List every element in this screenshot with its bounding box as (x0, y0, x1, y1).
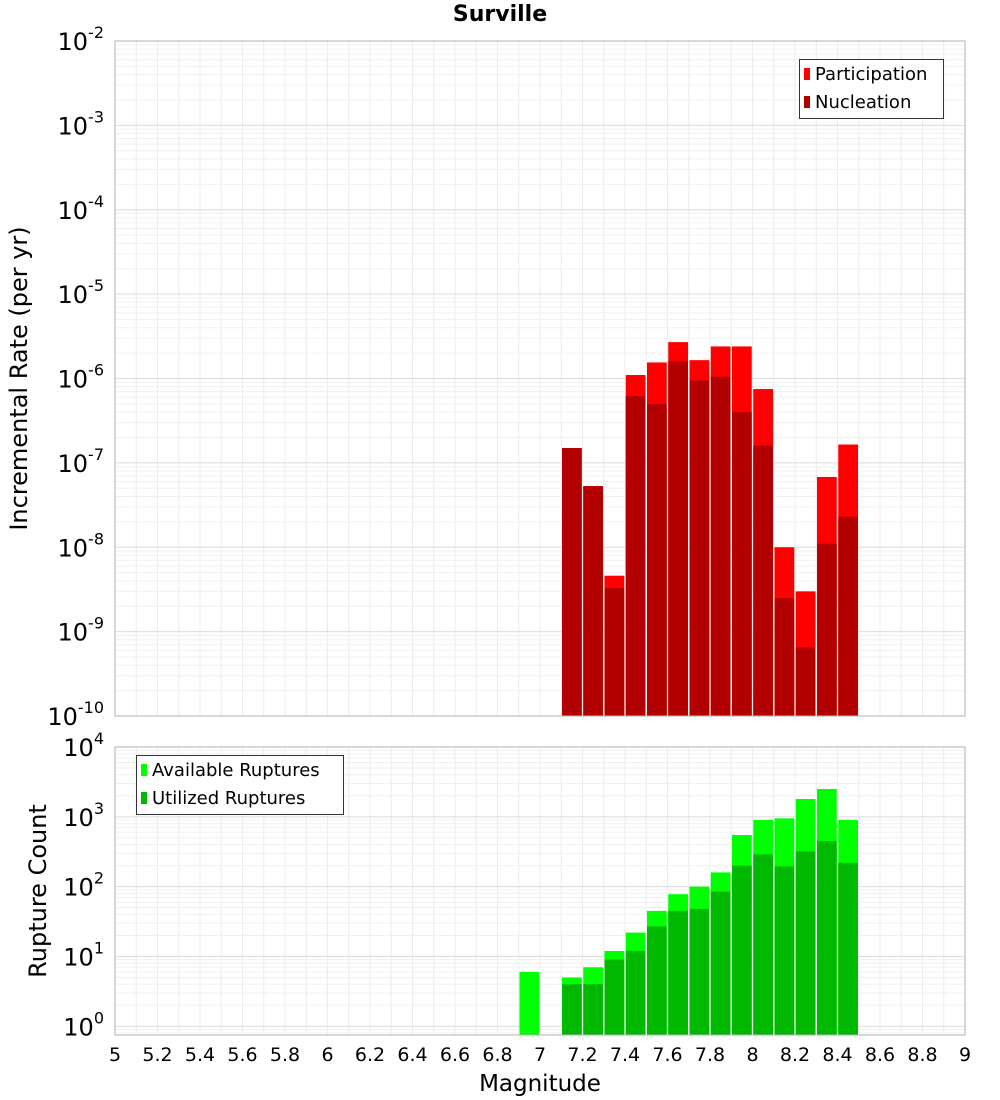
y-tick-label: 10-3 (58, 107, 105, 140)
count-bar-utilized-ruptures (689, 908, 710, 1035)
count-bar-available-ruptures (519, 971, 540, 1035)
rate-bar-nucleation (604, 587, 625, 716)
x-tick-label: 7 (534, 1044, 546, 1066)
rate-bar-nucleation (795, 647, 816, 716)
y-tick-label: 10-7 (58, 445, 105, 478)
y-tick-label: 10-8 (58, 529, 105, 562)
y-tick-label: 10-9 (58, 614, 105, 647)
y-tick-label: 10-5 (58, 276, 105, 309)
plot-frame-1 (114, 746, 966, 1036)
plot-frame-0 (114, 40, 966, 717)
x-tick-label: 9 (959, 1044, 971, 1066)
rate-bar-nucleation (668, 361, 688, 716)
rate-bar-nucleation (583, 486, 603, 716)
legend-label-participation: Participation (815, 63, 928, 85)
y-tick-label: 101 (63, 938, 104, 971)
y-axis-label-0: Incremental Rate (per yr) (5, 226, 33, 530)
available-swatch (141, 764, 147, 776)
x-tick-label: 5.6 (227, 1044, 257, 1066)
y-tick-label: 104 (63, 729, 104, 762)
legend-item-utilized: Utilized Ruptures (137, 784, 343, 812)
x-tick-label: 6 (321, 1044, 333, 1066)
rate-bar-nucleation (838, 516, 858, 716)
rate-bar-nucleation (647, 403, 667, 716)
count-bar-utilized-ruptures (710, 891, 731, 1035)
x-tick-label: 7.2 (567, 1044, 597, 1066)
x-tick-label: 7.6 (652, 1044, 682, 1066)
rate-bar-nucleation (710, 376, 731, 716)
rate-bar-nucleation (753, 445, 773, 716)
x-tick-label: 8.8 (907, 1044, 937, 1066)
nucleation-swatch (804, 96, 810, 108)
x-tick-label: 5.4 (185, 1044, 215, 1066)
x-tick-label: 5 (109, 1044, 121, 1066)
x-tick-label: 6.2 (355, 1044, 385, 1066)
x-tick-label: 8.4 (822, 1044, 852, 1066)
rate-bar-nucleation (732, 412, 752, 716)
count-bar-utilized-ruptures (838, 862, 858, 1035)
y-tick-label: 10-4 (58, 192, 105, 225)
x-tick-label: 5.8 (270, 1044, 300, 1066)
x-tick-label: 8 (746, 1044, 758, 1066)
rate-bar-nucleation (689, 380, 710, 716)
count-bar-utilized-ruptures (647, 926, 667, 1035)
count-bar-utilized-ruptures (668, 910, 688, 1035)
x-tick-label: 8.2 (780, 1044, 810, 1066)
legend-item-nucleation: Nucleation (800, 88, 943, 116)
rate-bar-nucleation (774, 598, 795, 716)
count-bar-utilized-ruptures (562, 984, 582, 1035)
count-bar-utilized-ruptures (753, 854, 773, 1035)
x-tick-label: 7.4 (610, 1044, 640, 1066)
x-tick-label: 5.2 (142, 1044, 172, 1066)
y-tick-label: 10-10 (47, 698, 104, 731)
count-bar-utilized-ruptures (732, 865, 752, 1035)
x-tick-label: 6.6 (440, 1044, 470, 1066)
y-axis-label-1: Rupture Count (24, 804, 52, 978)
y-tick-label: 103 (63, 799, 104, 832)
count-bar-utilized-ruptures (625, 950, 646, 1035)
rate-bar-nucleation (562, 448, 582, 716)
participation-swatch (804, 68, 810, 80)
rate-bar-nucleation (625, 396, 646, 716)
legend-item-participation: Participation (800, 60, 943, 88)
count-bar-utilized-ruptures (774, 866, 795, 1035)
rupture-legend: Available Ruptures Utilized Ruptures (136, 755, 344, 815)
legend-item-available: Available Ruptures (137, 756, 343, 784)
x-axis-label: Magnitude (479, 1071, 601, 1097)
x-tick-label: 6.8 (482, 1044, 512, 1066)
y-tick-label: 100 (63, 1008, 104, 1041)
legend-label-utilized: Utilized Ruptures (152, 787, 306, 809)
utilized-swatch (141, 792, 147, 804)
rate-legend: Participation Nucleation (799, 59, 944, 119)
legend-label-available: Available Ruptures (152, 759, 320, 781)
rate-bar-nucleation (817, 543, 837, 716)
chart-title: Surville (452, 2, 548, 27)
y-tick-label: 10-6 (58, 361, 105, 394)
count-bar-utilized-ruptures (817, 841, 837, 1035)
legend-label-nucleation: Nucleation (815, 91, 912, 113)
y-tick-label: 102 (63, 869, 104, 902)
y-tick-label: 10-2 (58, 23, 105, 56)
count-bar-utilized-ruptures (604, 959, 625, 1035)
count-bar-utilized-ruptures (583, 984, 603, 1035)
x-tick-label: 6.4 (397, 1044, 427, 1066)
x-tick-label: 7.8 (695, 1044, 725, 1066)
count-bar-utilized-ruptures (795, 851, 816, 1035)
x-tick-label: 8.6 (865, 1044, 895, 1066)
